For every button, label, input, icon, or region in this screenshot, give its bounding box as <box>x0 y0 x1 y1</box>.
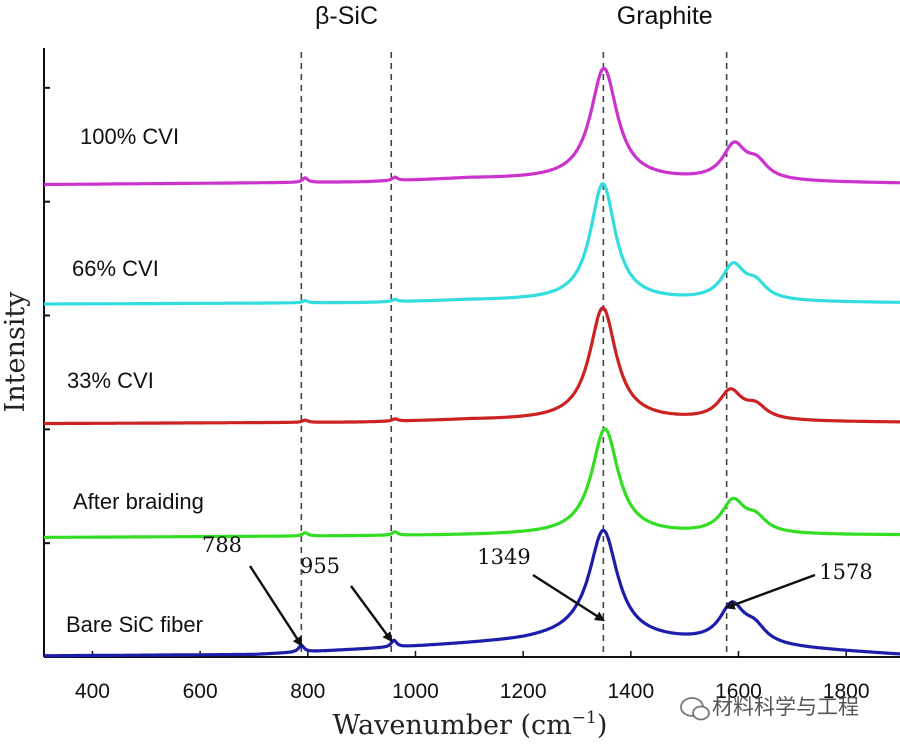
watermark: 材料科学与工程 <box>680 696 859 721</box>
peak-arrow <box>248 565 303 647</box>
group-label: Graphite <box>617 2 713 30</box>
series-label: 66% CVI <box>72 256 159 281</box>
group-label: β-SiC <box>315 2 378 30</box>
peak-label: 1578 <box>819 560 872 584</box>
series-label: 33% CVI <box>67 368 154 393</box>
peak-label: 788 <box>202 533 242 557</box>
x-tick-label: 1200 <box>500 680 547 703</box>
watermark-text: 材料科学与工程 <box>712 696 859 719</box>
peak-arrow <box>532 573 606 622</box>
spectrum-line <box>43 306 900 426</box>
spectrum-line <box>43 182 900 306</box>
wechat-icon <box>680 697 710 721</box>
series-label: After braiding <box>73 489 204 514</box>
x-tick-label: 400 <box>75 680 110 703</box>
series-label: Bare SiC fiber <box>66 612 203 637</box>
peak-arrow <box>350 585 393 643</box>
peak-annotations: 788 955 1349 1578 <box>202 533 873 647</box>
peak-label: 1349 <box>477 545 530 569</box>
x-tick-label: 600 <box>183 680 218 703</box>
peak-label: 955 <box>300 554 340 578</box>
x-tick-label: 1600 <box>715 680 762 703</box>
spectrum-line <box>43 528 900 658</box>
wechat-bubble-small <box>692 705 710 721</box>
spectrum-line <box>43 66 900 187</box>
series-label: 100% CVI <box>80 124 179 149</box>
spectrum-line <box>43 427 900 539</box>
chart-axes: 400 600 800 1000 1200 1400 1600 1800 <box>43 48 900 703</box>
spectra-series <box>43 66 900 658</box>
x-tick-label: 1000 <box>392 680 439 703</box>
x-tick-label: 800 <box>290 680 325 703</box>
peak-arrow <box>724 573 816 610</box>
x-tick-label: 1400 <box>607 680 654 703</box>
x-axis-title: Wavenumber (cm−1) <box>333 708 608 741</box>
chart-labels: Bare SiC fiber After braiding 33% CVI 66% C… <box>0 2 713 741</box>
y-axis-title: Intensity <box>0 291 31 413</box>
x-tick-label: 1800 <box>823 680 870 703</box>
